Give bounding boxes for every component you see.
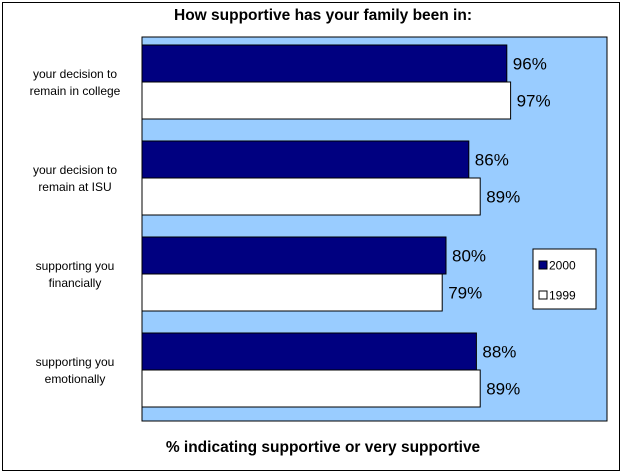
bar-2000-1 <box>141 140 470 179</box>
bar-2000-3 <box>141 332 477 371</box>
category-label-2-0: supporting you <box>36 259 115 273</box>
category-label-1-0: your decision to <box>33 163 117 177</box>
legend-label-2000: 2000 <box>549 259 576 273</box>
bars-group: 96% 97% 86% 89% 80% 79% 88% 89% <box>141 44 551 408</box>
category-label-0-1: remain in college <box>30 84 121 98</box>
legend-label-1999: 1999 <box>549 289 576 303</box>
data-label-2000-2: 80% <box>452 247 486 266</box>
category-label-3-1: emotionally <box>45 372 106 386</box>
data-label-1999-3: 89% <box>486 380 520 399</box>
bar-2000-2 <box>141 236 447 275</box>
legend-swatch-2000 <box>538 260 548 270</box>
category-label-2-1: financially <box>49 276 102 290</box>
data-label-2000-0: 96% <box>513 55 547 74</box>
data-label-2000-3: 88% <box>482 343 516 362</box>
legend-swatch-1999 <box>538 290 548 300</box>
legend: 2000 1999 <box>532 248 597 310</box>
data-label-1999-2: 79% <box>448 284 482 303</box>
category-label-1-1: remain at ISU <box>38 180 111 194</box>
bar-1999-3 <box>141 369 481 408</box>
chart-title: How supportive has your family been in: <box>174 7 472 24</box>
bar-1999-2 <box>141 273 443 312</box>
data-label-1999-1: 89% <box>486 188 520 207</box>
x-axis-label: % indicating supportive or very supporti… <box>166 439 481 456</box>
bar-1999-0 <box>141 81 512 120</box>
category-label-0-0: your decision to <box>33 67 117 81</box>
bar-1999-1 <box>141 177 481 216</box>
category-label-3-0: supporting you <box>36 355 115 369</box>
bar-2000-0 <box>141 44 508 83</box>
category-labels: your decision to remain in college your de… <box>30 67 121 386</box>
data-label-2000-1: 86% <box>475 151 509 170</box>
data-label-1999-0: 97% <box>517 92 551 111</box>
